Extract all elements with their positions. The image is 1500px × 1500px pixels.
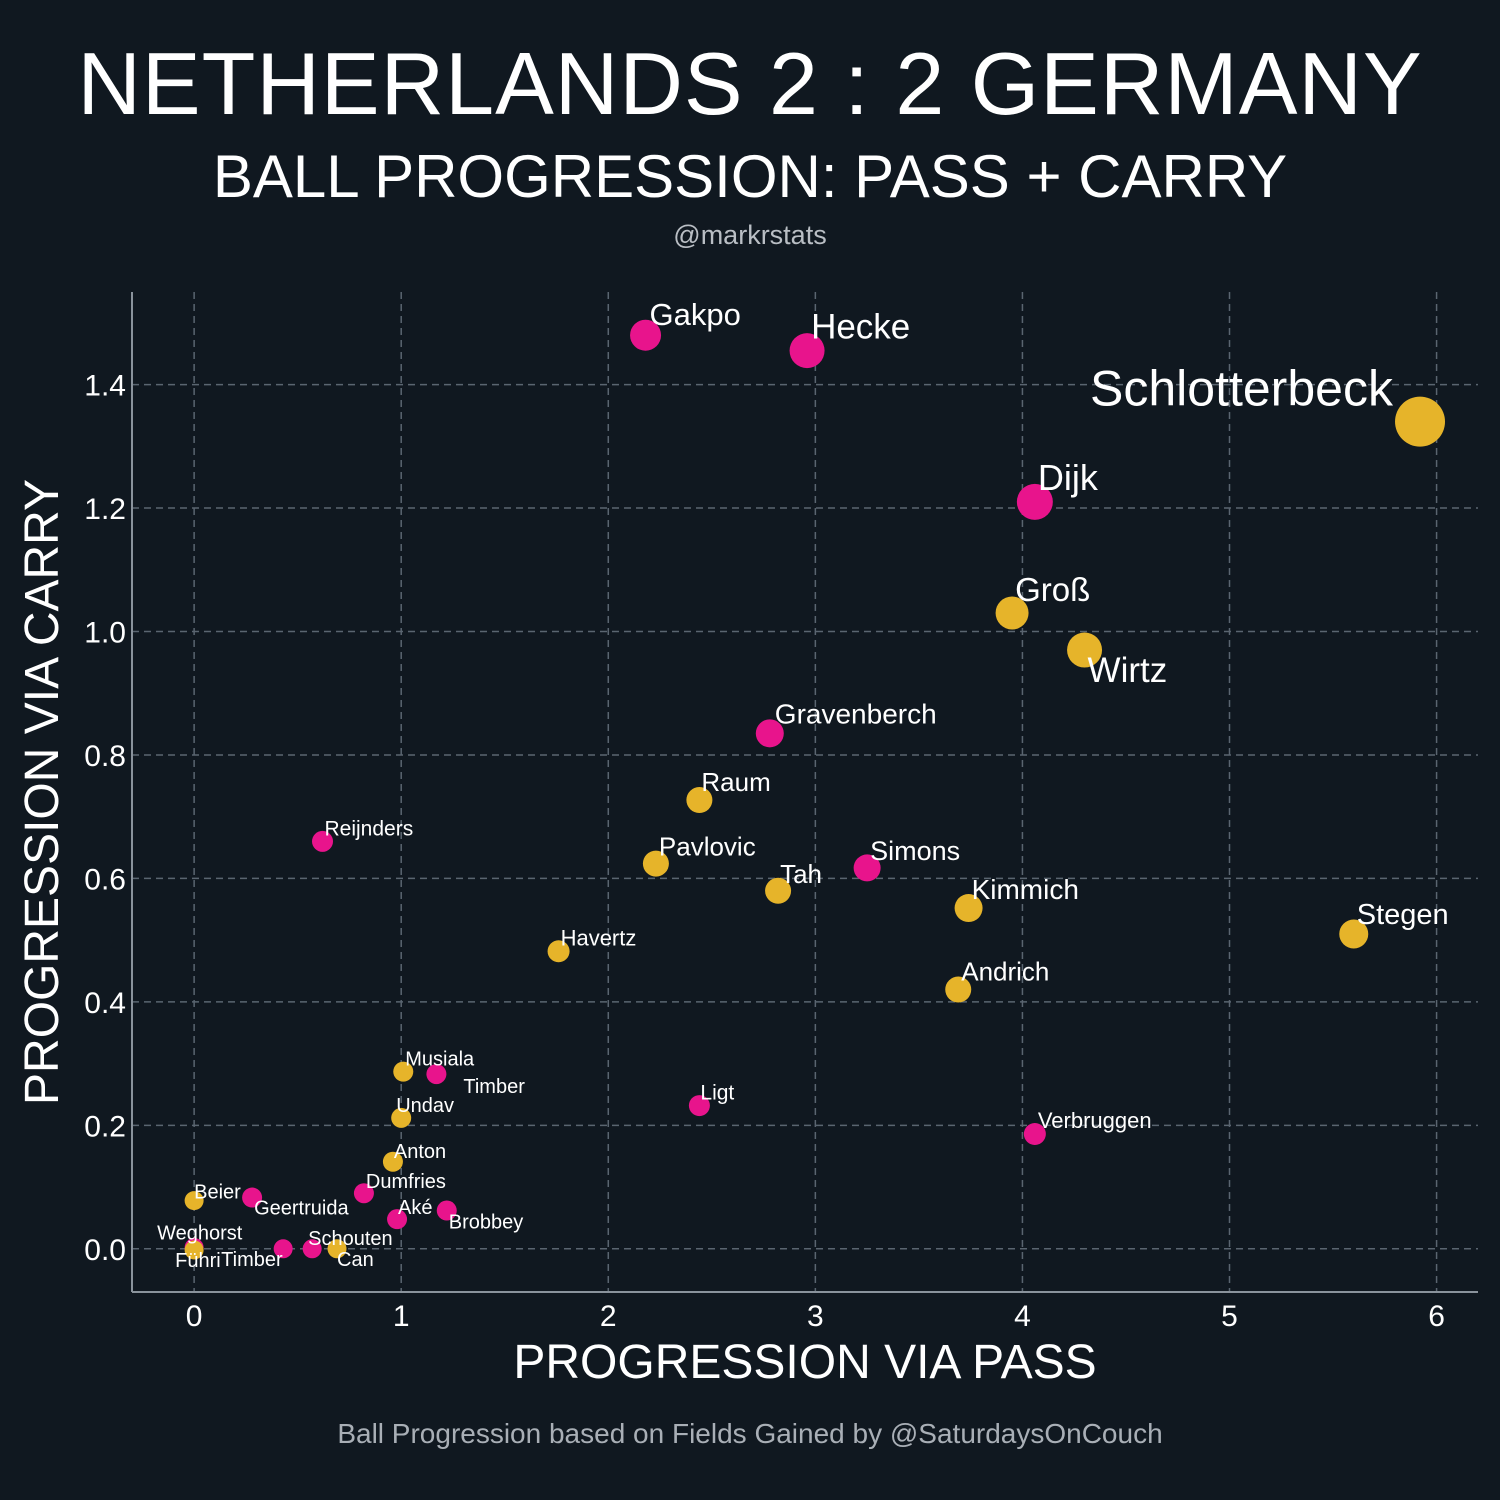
point-schouten	[302, 1239, 322, 1259]
x-tick-label: 6	[1428, 1300, 1445, 1333]
point-ak-	[387, 1209, 408, 1230]
point-geertruida	[242, 1187, 263, 1208]
point-dijk	[1016, 483, 1053, 520]
point-ligt	[688, 1095, 710, 1117]
label-timber: Timber	[221, 1249, 283, 1271]
y-tick-label: 0.6	[84, 863, 126, 896]
point-verbruggen	[1023, 1122, 1046, 1145]
label-brobbey: Brobbey	[449, 1212, 524, 1234]
point-f-hri	[184, 1240, 204, 1260]
x-tick-label: 2	[600, 1300, 617, 1333]
label-wirtz: Wirtz	[1088, 651, 1168, 690]
label-schouten: Schouten	[308, 1228, 393, 1250]
x-tick-label: 4	[1014, 1300, 1031, 1333]
label-ak-: Aké	[398, 1197, 432, 1219]
point-beier	[184, 1191, 204, 1211]
point-andrich	[945, 976, 972, 1003]
chart-subtitle: BALL PROGRESSION: PASS + CARRY	[212, 143, 1288, 210]
grid-lines	[132, 292, 1478, 1292]
point-pavlovic	[642, 850, 669, 877]
point-timber	[273, 1239, 293, 1259]
chart-title: NETHERLANDS 2 : 2 GERMANY	[77, 34, 1423, 133]
point-can	[327, 1239, 347, 1259]
label-pavlovic: Pavlovic	[659, 832, 756, 862]
label-anton: Anton	[394, 1141, 446, 1163]
author-handle: @markrstats	[673, 220, 827, 250]
y-tick-label: 0.8	[84, 740, 126, 773]
point-raum	[686, 787, 713, 814]
label-geertruida: Geertruida	[254, 1198, 349, 1220]
label-havertz: Havertz	[561, 925, 637, 950]
label-simons: Simons	[870, 836, 960, 866]
point-reijnders	[312, 830, 334, 852]
label-gakpo: Gakpo	[650, 297, 741, 332]
y-tick-label: 0.4	[84, 987, 126, 1020]
point-gakpo	[630, 319, 662, 351]
label-can: Can	[337, 1249, 374, 1271]
label-hecke: Hecke	[811, 308, 910, 347]
label-f-hri: Führi	[175, 1250, 221, 1272]
point-simons	[853, 854, 881, 882]
x-tick-label: 5	[1221, 1300, 1238, 1333]
point-wirtz	[1067, 632, 1103, 668]
point-musiala	[393, 1061, 414, 1082]
label-schlotterbeck: Schlotterbeck	[1090, 361, 1394, 417]
y-tick-label: 1.0	[84, 617, 126, 650]
x-tick-label: 3	[807, 1300, 824, 1333]
label-dumfries: Dumfries	[366, 1171, 446, 1193]
label-reijnders: Reijnders	[325, 817, 414, 840]
label-gro-: Groß	[1015, 571, 1090, 608]
y-tick-label: 1.2	[84, 493, 126, 526]
y-tick-label: 0.0	[84, 1234, 126, 1267]
label-weghorst: Weghorst	[157, 1223, 243, 1245]
label-stegen: Stegen	[1357, 899, 1449, 931]
point-gro-	[995, 596, 1029, 630]
label-tah: Tah	[780, 859, 822, 889]
y-tick-label: 0.2	[84, 1110, 126, 1143]
point-dumfries	[353, 1183, 374, 1204]
point-tah	[765, 877, 792, 904]
label-musiala: Musiala	[405, 1049, 475, 1071]
label-andrich: Andrich	[961, 957, 1049, 987]
label-ligt: Ligt	[700, 1082, 734, 1105]
label-dijk: Dijk	[1038, 457, 1099, 498]
label-beier: Beier	[194, 1182, 241, 1204]
point-stegen	[1339, 919, 1369, 949]
label-undav: Undav	[396, 1095, 454, 1117]
label-raum: Raum	[701, 767, 770, 797]
x-tick-label: 1	[393, 1300, 410, 1333]
x-axis-title: PROGRESSION VIA PASS	[513, 1336, 1096, 1389]
point-anton	[382, 1151, 403, 1172]
point-hecke	[789, 333, 825, 369]
y-tick-label: 1.4	[84, 370, 126, 403]
point-havertz	[547, 940, 570, 963]
axes	[131, 292, 1478, 1293]
label-verbruggen: Verbruggen	[1038, 1108, 1152, 1133]
label-gravenberch: Gravenberch	[775, 698, 937, 729]
point-gravenberch	[755, 719, 784, 748]
y-axis-title: PROGRESSION VIA CARRY	[16, 479, 69, 1105]
point-timber	[426, 1064, 447, 1085]
point-brobbey	[436, 1200, 457, 1221]
point-labels: Gakpo Hecke Schlotterbeck Dijk Groß Wirtz Grav…	[157, 297, 1449, 1272]
label-timber: Timber	[463, 1076, 525, 1098]
tick-labels: 0 1 2 3 4 5 6 0.0 0.2 0.4 0.6 0.8 1.0 1.2 1.4	[84, 370, 1445, 1333]
data-points	[184, 319, 1446, 1260]
point-schlotterbeck	[1395, 396, 1446, 447]
point-undav	[391, 1107, 412, 1128]
x-tick-label: 0	[186, 1300, 203, 1333]
point-kimmich	[954, 894, 983, 923]
footer-note: Ball Progression based on Fields Gained …	[337, 1418, 1163, 1449]
label-kimmich: Kimmich	[972, 874, 1079, 905]
